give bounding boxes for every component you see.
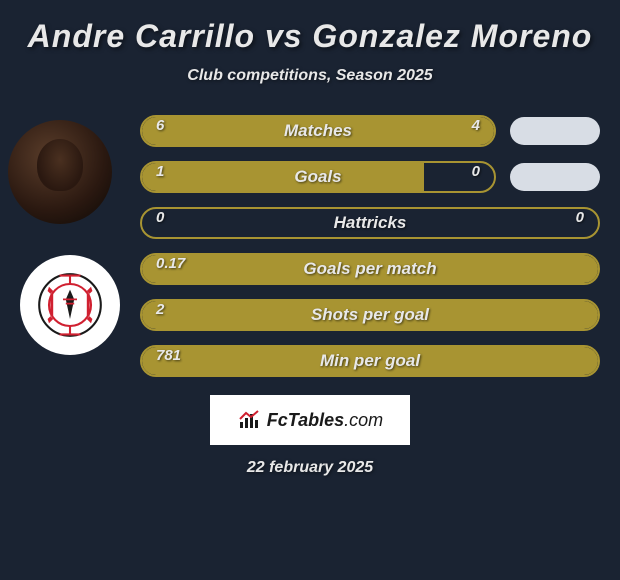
footer-brand-light: .com (344, 410, 383, 430)
subtitle: Club competitions, Season 2025 (0, 67, 620, 85)
club-emblem-icon (35, 270, 105, 340)
stat-value-left: 0.17 (156, 255, 185, 272)
stat-value-left: 781 (156, 347, 181, 364)
stat-value-right: 0 (472, 163, 480, 180)
comparison-card: Andre Carrillo vs Gonzalez Moreno Club c… (0, 0, 620, 487)
stat-label: Hattricks (142, 209, 598, 237)
stat-row: Goals1 0 (140, 161, 600, 193)
stat-label: Goals per match (142, 255, 598, 283)
stat-row: Matches6 4 (140, 115, 600, 147)
stat-bar: Goals1 0 (140, 161, 496, 193)
stat-bar: Goals per match0.17 (140, 253, 600, 285)
stat-row: Goals per match0.17 (140, 253, 600, 285)
page-title: Andre Carrillo vs Gonzalez Moreno (0, 18, 620, 55)
indicator-pill (510, 163, 600, 191)
chart-icon (237, 408, 261, 432)
stat-value-left: 2 (156, 301, 164, 318)
stat-value-right: 0 (576, 209, 584, 226)
club-avatar (20, 255, 120, 355)
stat-bar: Shots per goal2 (140, 299, 600, 331)
stat-value-right: 4 (472, 117, 480, 134)
date-label: 22 february 2025 (0, 459, 620, 477)
stat-label: Matches (142, 117, 494, 145)
stat-row: Hattricks0 0 (140, 207, 600, 239)
indicator-pill (510, 117, 600, 145)
stat-label: Shots per goal (142, 301, 598, 329)
stat-label: Min per goal (142, 347, 598, 375)
player-avatar (8, 120, 112, 224)
footer-brand-text: FcTables.com (267, 410, 383, 431)
stat-value-left: 0 (156, 209, 164, 226)
footer-brand[interactable]: FcTables.com (210, 395, 410, 445)
stat-row: Shots per goal2 (140, 299, 600, 331)
stat-value-left: 1 (156, 163, 164, 180)
stat-bar: Hattricks0 0 (140, 207, 600, 239)
stat-row: Min per goal781 (140, 345, 600, 377)
footer-brand-bold: FcTables (267, 410, 344, 430)
stat-label: Goals (142, 163, 494, 191)
stat-value-left: 6 (156, 117, 164, 134)
stat-bar: Min per goal781 (140, 345, 600, 377)
stat-bar: Matches6 4 (140, 115, 496, 147)
